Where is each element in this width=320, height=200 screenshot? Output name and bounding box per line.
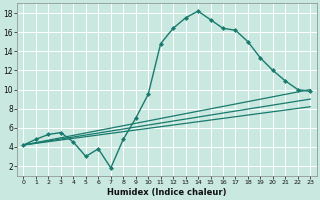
X-axis label: Humidex (Indice chaleur): Humidex (Indice chaleur) [107,188,227,197]
